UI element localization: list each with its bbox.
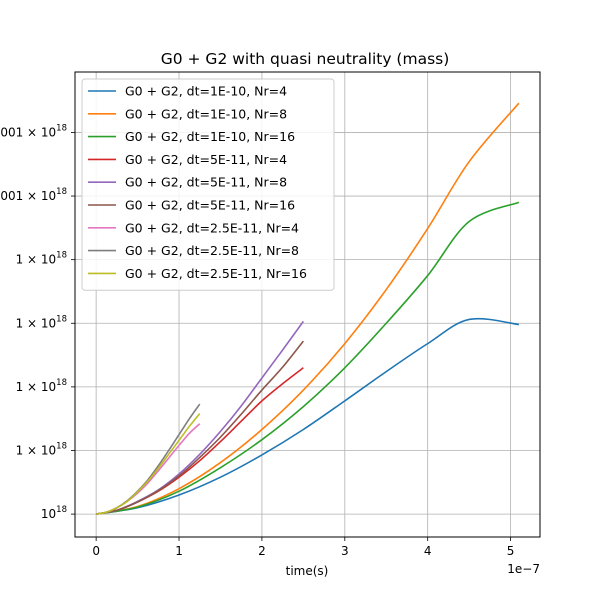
x-tick-label: 3 [341,544,349,558]
y-tick-label: 1018 [41,505,67,521]
x-tick-label: 1 [175,544,183,558]
series-line-9 [95,413,201,515]
chart-title: G0 + G2 with quasi neutrality (mass) [161,50,450,68]
legend-label: G0 + G2, dt=2.5E-11, Nr=8 [125,243,299,258]
legend-label: G0 + G2, dt=5E-11, Nr=4 [125,152,287,167]
legend-label: G0 + G2, dt=2.5E-11, Nr=16 [125,266,307,281]
y-tick-label: 1 × 1018 [16,441,67,457]
legend-label: G0 + G2, dt=5E-11, Nr=16 [125,198,295,213]
y-tick-label: 001 × 1018 [0,123,67,139]
series-line-1 [96,317,519,515]
legend-label: G0 + G2, dt=1E-10, Nr=4 [125,84,287,99]
x-tick-label: 2 [258,544,266,558]
y-tick-label: 1 × 1018 [16,378,67,394]
series-line-3 [96,201,520,515]
y-tick-label: 001 × 1018 [0,187,67,203]
series-line-2 [95,102,520,515]
legend-label: G0 + G2, dt=1E-10, Nr=8 [125,106,287,121]
legend: G0 + G2, dt=1E-10, Nr=4 G0 + G2, dt=1E-10… [81,78,335,291]
axis-ticks: 0 1 2 3 4 5 1018 1 × 1018 1 × 1018 1 × 1018 1 × 10… [0,123,514,558]
legend-label: G0 + G2, dt=5E-11, Nr=8 [125,175,287,190]
x-tick-label: 0 [92,544,100,558]
legend-label: G0 + G2, dt=1E-10, Nr=16 [125,129,295,144]
x-axis-label: time(s) [286,564,329,578]
x-tick-label: 5 [507,544,515,558]
legend-box [81,78,335,291]
legend-label: G0 + G2, dt=2.5E-11, Nr=4 [125,220,299,235]
x-axis-offset-label: 1e−7 [507,562,540,576]
plot-lines [95,102,520,515]
y-tick-label: 1 × 1018 [16,251,67,267]
series-line-6 [95,340,304,515]
x-tick-label: 4 [424,544,432,558]
y-tick-label: 1 × 1018 [16,314,67,330]
plot-frame [74,71,541,538]
